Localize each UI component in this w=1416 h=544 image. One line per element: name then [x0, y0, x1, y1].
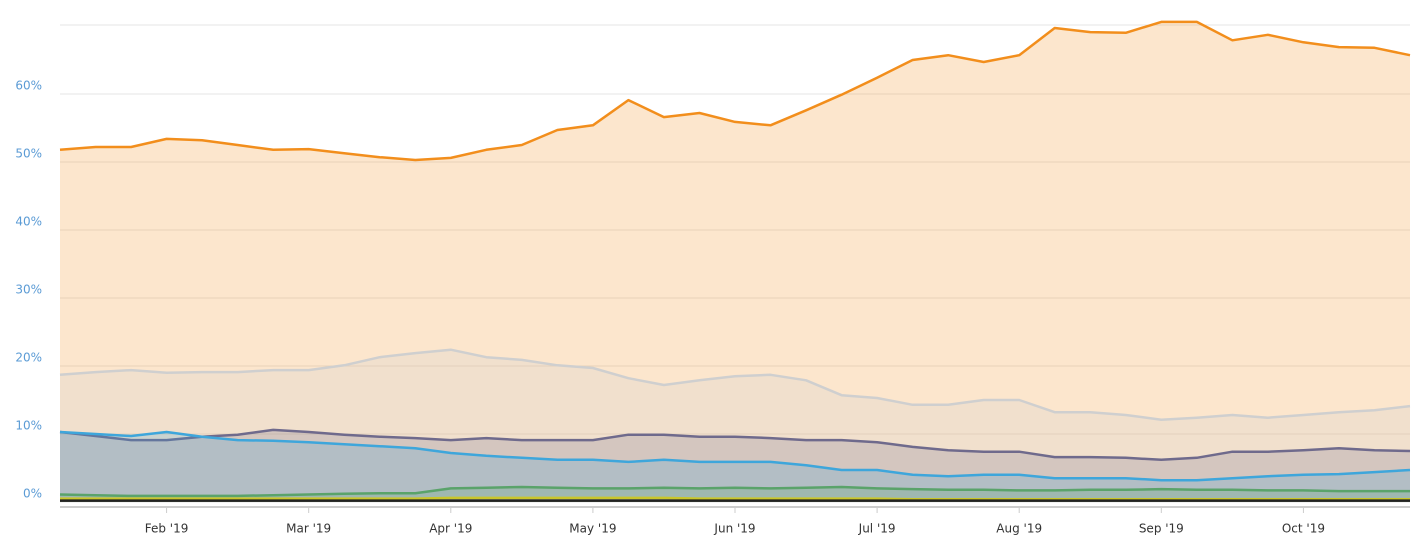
y-tick-label: 0% [23, 487, 42, 501]
y-tick-label: 40% [15, 215, 42, 229]
y-tick-label: 20% [15, 351, 42, 365]
area [60, 349, 1410, 502]
x-tick-label: Apr '19 [429, 522, 472, 536]
line [60, 496, 1410, 501]
line [59, 430, 1411, 482]
line [59, 348, 1411, 421]
line [59, 428, 1411, 462]
x-tick-label: Feb '19 [145, 522, 189, 536]
x-tick-label: Jul '19 [858, 522, 896, 536]
line [59, 20, 1411, 162]
area [60, 21, 1410, 503]
x-tick-label: Jun '19 [713, 522, 755, 536]
x-tick-label: Aug '19 [996, 522, 1042, 536]
x-tick-label: May '19 [569, 522, 616, 536]
y-tick-label: 30% [15, 283, 42, 297]
x-tick-label: Sep '19 [1139, 522, 1184, 536]
y-tick-label: 10% [15, 419, 42, 433]
line [59, 485, 1410, 498]
area [60, 432, 1410, 502]
x-tick-label: Mar '19 [286, 522, 331, 536]
y-tick-label: 60% [15, 79, 42, 93]
y-tick-label: 50% [15, 147, 42, 161]
x-tick-label: Oct '19 [1282, 522, 1325, 536]
